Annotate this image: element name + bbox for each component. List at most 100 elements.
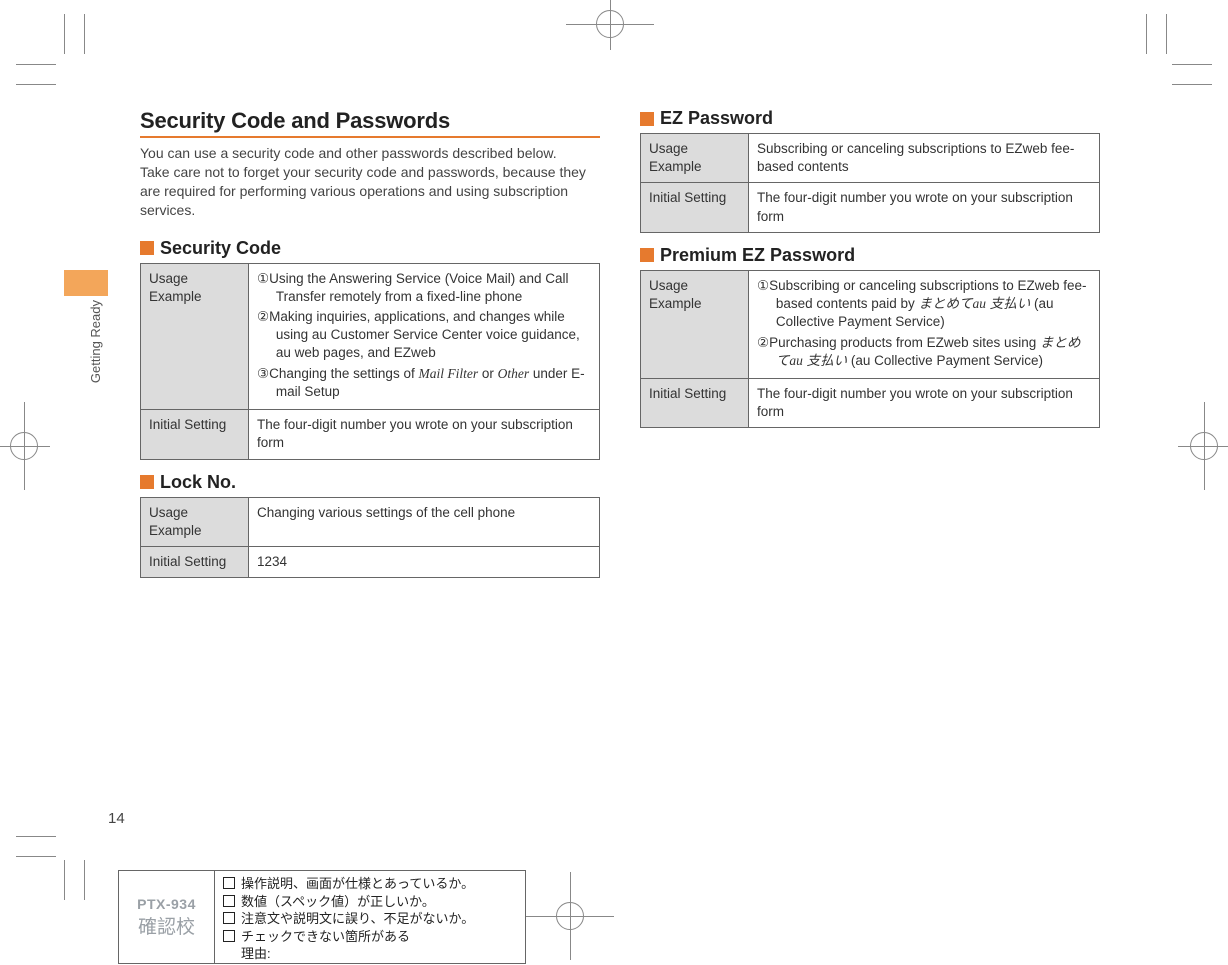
review-checklist: 操作説明、画面が仕様とあっているか。 数値（スペック値）が正しいか。 注意文や説… [215, 871, 525, 963]
crop-mark-icon [16, 836, 56, 837]
checklist-item: 操作説明、画面が仕様とあっているか。 [223, 875, 517, 893]
list-item: ②Purchasing products from EZweb sites us… [757, 334, 1091, 370]
reg-mark-icon [1204, 402, 1205, 490]
checklist-text: チェックできない箇所がある理由: [241, 928, 410, 963]
crop-mark-icon [84, 14, 85, 54]
checklist-text: 操作説明、画面が仕様とあっているか。 [241, 875, 474, 893]
checklist-item: チェックできない箇所がある理由: [223, 928, 517, 963]
left-column: Security Code and Passwords You can use … [140, 108, 600, 578]
table-row: Usage Example Subscribing or canceling s… [641, 134, 1100, 183]
reg-mark-icon [24, 402, 25, 490]
page-title: Security Code and Passwords [140, 108, 600, 138]
crop-mark-icon [16, 64, 56, 65]
reg-mark-icon [570, 872, 571, 960]
table-row: Usage Example ①Subscribing or canceling … [641, 270, 1100, 378]
row-label: Initial Setting [141, 546, 249, 577]
review-code: PTX-934 [137, 896, 196, 912]
table-row: Initial Setting The four-digit number yo… [641, 378, 1100, 427]
premium-ez-table: Usage Example ①Subscribing or canceling … [640, 270, 1100, 429]
list-item: ①Using the Answering Service (Voice Mail… [257, 270, 591, 306]
crop-mark-icon [84, 860, 85, 900]
jp-text: 支払い [803, 353, 847, 368]
checkbox-icon[interactable] [223, 895, 235, 907]
row-value: The four-digit number you wrote on your … [749, 183, 1100, 232]
row-label: Usage Example [141, 497, 249, 546]
row-label: Initial Setting [641, 378, 749, 427]
text-fragment: or [478, 366, 498, 381]
italic-text: Other [498, 366, 530, 381]
lock-no-table: Usage Example Changing various settings … [140, 497, 600, 579]
page-root: Getting Ready Security Code and Password… [0, 0, 1228, 965]
crop-mark-icon [1146, 14, 1147, 54]
reg-mark-icon [0, 446, 50, 447]
reg-mark-icon [1178, 446, 1228, 447]
row-label: Usage Example [641, 270, 749, 378]
row-value: The four-digit number you wrote on your … [749, 378, 1100, 427]
square-bullet-icon [640, 112, 654, 126]
ez-password-table: Usage Example Subscribing or canceling s… [640, 133, 1100, 233]
italic-text: au [789, 353, 803, 368]
square-bullet-icon [140, 241, 154, 255]
table-row: Usage Example Changing various settings … [141, 497, 600, 546]
checkbox-icon[interactable] [223, 930, 235, 942]
table-row: Initial Setting The four-digit number yo… [641, 183, 1100, 232]
crop-mark-icon [64, 860, 65, 900]
reg-mark-icon [610, 0, 611, 50]
two-column-layout: Security Code and Passwords You can use … [140, 108, 1100, 578]
checklist-item: 注意文や説明文に誤り、不足がないか。 [223, 910, 517, 928]
subheading-text: EZ Password [660, 108, 773, 129]
review-kakunin: 確認校 [138, 912, 195, 939]
text-fragment: (au Collective Payment Service) [847, 353, 1043, 368]
checkbox-icon[interactable] [223, 877, 235, 889]
italic-text: Mail Filter [418, 366, 478, 381]
text-fragment: ③Changing the settings of [257, 366, 418, 381]
checklist-text: 数値（スペック値）が正しいか。 [241, 893, 435, 911]
side-tab-label: Getting Ready [88, 300, 103, 383]
italic-text: au [973, 296, 987, 311]
subheading-ez-password: EZ Password [640, 108, 1100, 129]
row-value: 1234 [249, 546, 600, 577]
table-row: Initial Setting 1234 [141, 546, 600, 577]
checkbox-icon[interactable] [223, 912, 235, 924]
review-left: PTX-934 確認校 [119, 871, 215, 963]
row-value: Changing various settings of the cell ph… [249, 497, 600, 546]
row-value: The four-digit number you wrote on your … [249, 410, 600, 459]
row-value: ①Subscribing or canceling subscriptions … [749, 270, 1100, 378]
list-item: ②Making inquiries, applications, and cha… [257, 308, 591, 363]
subheading-text: Lock No. [160, 472, 236, 493]
list-item: ③Changing the settings of Mail Filter or… [257, 365, 591, 401]
crop-mark-icon [64, 14, 65, 54]
checklist-item: 数値（スペック値）が正しいか。 [223, 893, 517, 911]
page-number: 14 [108, 810, 125, 827]
crop-mark-icon [1172, 84, 1212, 85]
checklist-text: 注意文や説明文に誤り、不足がないか。 [241, 910, 474, 928]
security-code-table: Usage Example ①Using the Answering Servi… [140, 263, 600, 460]
crop-mark-icon [16, 84, 56, 85]
intro-line-1: You can use a security code and other pa… [140, 145, 557, 161]
row-label: Usage Example [141, 263, 249, 410]
subheading-text: Premium EZ Password [660, 245, 855, 266]
subheading-security-code: Security Code [140, 238, 600, 259]
reason-label: 理由: [241, 946, 271, 961]
content-area: Security Code and Passwords You can use … [140, 108, 1100, 578]
crop-mark-icon [1172, 64, 1212, 65]
text-fragment: チェックできない箇所がある [241, 929, 410, 944]
crop-mark-icon [16, 856, 56, 857]
row-label: Initial Setting [641, 183, 749, 232]
subheading-lock-no: Lock No. [140, 472, 600, 493]
text-fragment: ②Purchasing products from EZweb sites us… [757, 335, 1040, 350]
intro-line-2: Take care not to forget your security co… [140, 164, 586, 218]
square-bullet-icon [140, 475, 154, 489]
row-label: Initial Setting [141, 410, 249, 459]
list-item: ①Subscribing or canceling subscriptions … [757, 277, 1091, 332]
square-bullet-icon [640, 248, 654, 262]
jp-text: 支払い [986, 296, 1030, 311]
subheading-premium-ez: Premium EZ Password [640, 245, 1100, 266]
table-row: Initial Setting The four-digit number yo… [141, 410, 600, 459]
review-box: PTX-934 確認校 操作説明、画面が仕様とあっているか。 数値（スペック値）… [118, 870, 526, 964]
jp-text: まとめて [919, 296, 973, 311]
row-label: Usage Example [641, 134, 749, 183]
thumb-tab [64, 270, 108, 296]
crop-mark-icon [1166, 14, 1167, 54]
intro-text: You can use a security code and other pa… [140, 144, 600, 220]
